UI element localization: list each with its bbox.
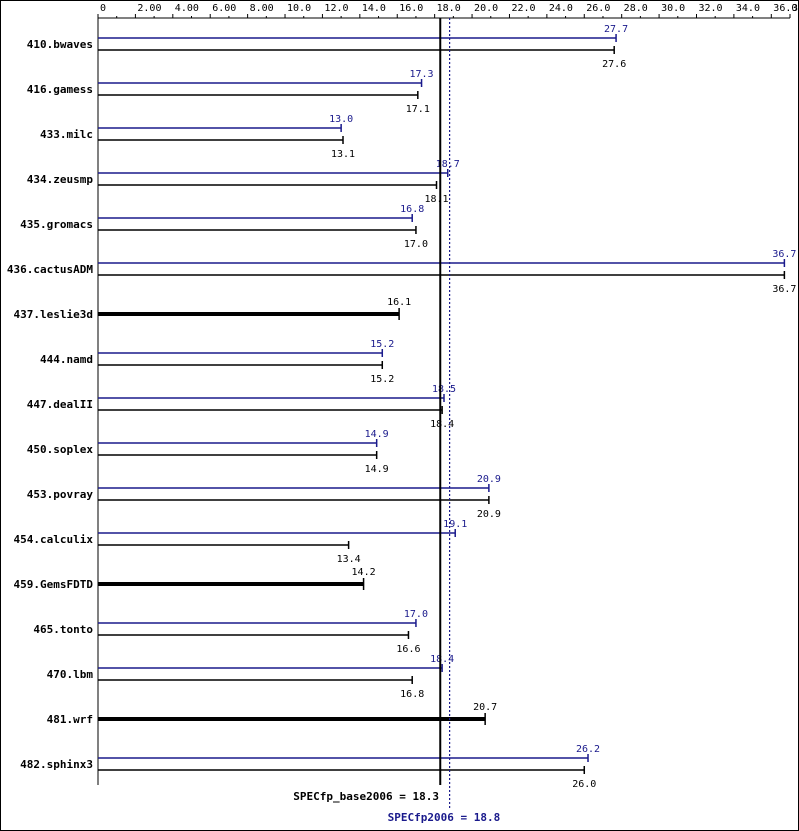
x-tick-label: 26.0: [586, 3, 610, 14]
base-value-label: 17.0: [404, 239, 428, 250]
benchmark-label: 481.wrf: [47, 713, 93, 726]
x-tick-label: 28.0: [624, 3, 648, 14]
x-tick-label: 8.00: [250, 3, 274, 14]
benchmark-label: 410.bwaves: [27, 38, 93, 51]
base-value-label: 16.8: [400, 689, 424, 700]
benchmark-label: 470.lbm: [47, 668, 94, 681]
base-value-label: 36.7: [772, 284, 796, 295]
benchmark-label: 453.povray: [27, 488, 94, 501]
peak-value-label: 18.4: [430, 654, 454, 665]
benchmark-label: 465.tonto: [33, 623, 93, 636]
peak-value-label: 36.7: [772, 249, 796, 260]
x-tick-label: 2.00: [137, 3, 161, 14]
base-value-label: 14.2: [352, 567, 376, 578]
x-tick-label: 37.0: [792, 3, 799, 14]
peak-value-label: 18.5: [432, 384, 456, 395]
base-value-label: 17.1: [406, 104, 430, 115]
base-value-label: 16.6: [396, 644, 420, 655]
base-value-label: 18.1: [424, 194, 448, 205]
base-value-label: 26.0: [572, 779, 596, 790]
x-tick-label: 30.0: [661, 3, 685, 14]
x-tick-label: 6.00: [212, 3, 236, 14]
peak-value-label: 13.0: [329, 114, 353, 125]
x-tick-label: 10.0: [287, 3, 311, 14]
x-tick-label: 12.0: [324, 3, 348, 14]
peak-value-label: 17.0: [404, 609, 428, 620]
x-tick-label: 14.0: [362, 3, 386, 14]
benchmark-label: 459.GemsFDTD: [14, 578, 94, 591]
peak-value-label: 27.7: [604, 24, 628, 35]
x-tick-label: 32.0: [698, 3, 722, 14]
peak-value-label: 14.9: [365, 429, 389, 440]
base-value-label: 20.7: [473, 702, 497, 713]
benchmark-label: 450.soplex: [27, 443, 94, 456]
benchmark-label: 433.milc: [40, 128, 93, 141]
x-tick-label: 20.0: [474, 3, 498, 14]
base-value-label: 13.4: [337, 554, 361, 565]
benchmark-label: 436.cactusADM: [7, 263, 93, 276]
base-value-label: 16.1: [387, 297, 411, 308]
benchmark-label: 437.leslie3d: [14, 308, 93, 321]
base-value-label: 27.6: [602, 59, 626, 70]
base-reference-label: SPECfp_base2006 = 18.3: [293, 790, 439, 803]
x-tick-label: 36.0: [773, 3, 797, 14]
base-value-label: 14.9: [365, 464, 389, 475]
x-tick-label: 4.00: [175, 3, 199, 14]
x-tick-label: 16.0: [399, 3, 423, 14]
x-tick-label: 24.0: [549, 3, 573, 14]
benchmark-label: 482.sphinx3: [20, 758, 93, 771]
peak-value-label: 26.2: [576, 744, 600, 755]
benchmark-label: 434.zeusmp: [27, 173, 94, 186]
peak-value-label: 16.8: [400, 204, 424, 215]
peak-value-label: 20.9: [477, 474, 501, 485]
peak-value-label: 18.7: [436, 159, 460, 170]
x-tick-label: 22.0: [511, 3, 535, 14]
x-tick-label: 18.0: [437, 3, 461, 14]
peak-reference-label: SPECfp2006 = 18.8: [388, 811, 501, 824]
benchmark-label: 416.gamess: [27, 83, 93, 96]
base-value-label: 13.1: [331, 149, 355, 160]
benchmark-label: 454.calculix: [14, 533, 94, 546]
benchmark-label: 447.dealII: [27, 398, 93, 411]
base-value-label: 20.9: [477, 509, 501, 520]
x-tick-label: 34.0: [736, 3, 760, 14]
benchmark-label: 444.namd: [40, 353, 93, 366]
peak-value-label: 15.2: [370, 339, 394, 350]
base-value-label: 15.2: [370, 374, 394, 385]
base-value-label: 18.4: [430, 419, 454, 430]
x-tick-label: 0: [100, 3, 106, 14]
peak-value-label: 19.1: [443, 519, 467, 530]
peak-value-label: 17.3: [410, 69, 434, 80]
benchmark-label: 435.gromacs: [20, 218, 93, 231]
